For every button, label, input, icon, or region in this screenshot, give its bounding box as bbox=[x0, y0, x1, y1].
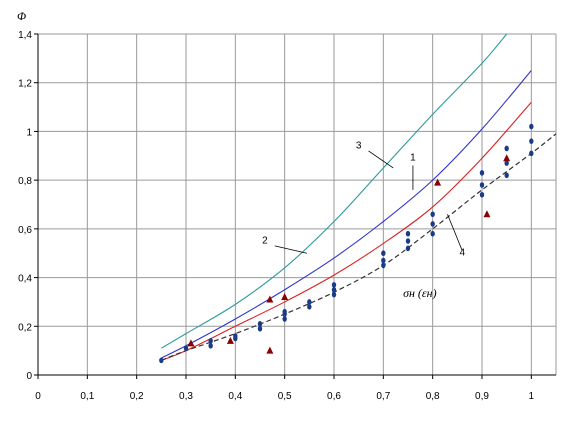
data-triangle bbox=[266, 295, 274, 303]
leader-line-2 bbox=[274, 245, 307, 254]
curve-label-4: 4 bbox=[459, 248, 465, 259]
data-point bbox=[430, 230, 435, 237]
data-point bbox=[208, 338, 213, 344]
data-point bbox=[307, 299, 312, 305]
x-tick-label: 0,7 bbox=[376, 391, 390, 402]
data-point bbox=[405, 230, 411, 237]
x-tick-label: 0,8 bbox=[426, 391, 440, 402]
data-point bbox=[381, 250, 386, 257]
y-axis-label: Φ bbox=[17, 9, 26, 23]
y-tick-label: 0,8 bbox=[18, 176, 32, 187]
curve-label-3: 3 bbox=[356, 140, 362, 151]
data-point bbox=[208, 342, 213, 349]
y-tick-label: 0,6 bbox=[18, 225, 32, 236]
data-triangle bbox=[434, 178, 442, 186]
x-tick-label: 0,6 bbox=[327, 391, 341, 402]
x-tick-label: 0,9 bbox=[475, 391, 489, 402]
data-point bbox=[307, 304, 312, 310]
leader-line-4 bbox=[447, 214, 463, 251]
data-triangle bbox=[281, 293, 289, 301]
series-line-red bbox=[161, 101, 532, 361]
data-point bbox=[183, 345, 189, 352]
y-tick-label: 0,2 bbox=[18, 322, 32, 333]
data-point bbox=[381, 262, 386, 269]
data-point bbox=[381, 257, 386, 264]
data-triangle bbox=[226, 336, 234, 344]
data-point bbox=[159, 357, 164, 364]
data-point bbox=[529, 123, 534, 130]
data-point bbox=[282, 308, 287, 315]
annotation-label: σн (εн) bbox=[403, 286, 437, 300]
x-tick-label: 0,2 bbox=[130, 391, 144, 402]
points-layer bbox=[159, 123, 534, 364]
data-triangle bbox=[483, 210, 491, 218]
series-line-2 bbox=[161, 33, 508, 349]
axes: 0 0,1 0,2 0,3 0,4 0,5 0,6 0,7 0,8 0,9 1 0 0,2 0,4 0,6 0… bbox=[17, 9, 556, 402]
data-point bbox=[504, 172, 509, 179]
data-point bbox=[331, 286, 337, 293]
data-point bbox=[504, 145, 509, 152]
data-point bbox=[529, 138, 534, 144]
data-point bbox=[479, 191, 485, 198]
y-tick-label: 1,4 bbox=[18, 30, 32, 41]
x-tick-label: 0,1 bbox=[80, 391, 94, 402]
x-tick-label: 0,4 bbox=[228, 391, 242, 402]
labels-layer: 1 2 3 4 σн (εн) bbox=[262, 140, 465, 300]
data-point bbox=[529, 150, 534, 157]
y-tick-label: 0 bbox=[26, 371, 32, 382]
x-tick-label: 0 bbox=[35, 391, 41, 402]
data-point bbox=[504, 160, 509, 166]
data-point bbox=[257, 321, 263, 327]
data-point bbox=[405, 238, 411, 244]
data-point bbox=[233, 335, 238, 342]
data-point bbox=[430, 221, 435, 227]
data-triangle bbox=[503, 154, 511, 162]
series-line-1 bbox=[161, 70, 532, 359]
grid bbox=[38, 33, 557, 375]
data-triangle bbox=[187, 339, 195, 347]
data-point bbox=[430, 211, 435, 218]
data-point bbox=[257, 325, 263, 332]
y-tick-label: 0,4 bbox=[18, 274, 32, 285]
data-point bbox=[331, 291, 337, 298]
data-point bbox=[331, 282, 337, 288]
x-tick-label: 0,5 bbox=[278, 391, 292, 402]
data-point bbox=[479, 170, 485, 176]
leader-line-3 bbox=[368, 150, 394, 169]
data-triangle bbox=[266, 346, 274, 354]
x-tick-label: 0,3 bbox=[179, 391, 193, 402]
x-tick-label: 1 bbox=[529, 391, 535, 402]
curve-label-1: 1 bbox=[410, 153, 416, 164]
data-point bbox=[405, 245, 411, 252]
y-tick-label: 1,2 bbox=[18, 79, 32, 90]
data-point bbox=[282, 316, 287, 322]
y-tick-label: 1 bbox=[26, 127, 32, 138]
curve-label-2: 2 bbox=[262, 235, 268, 246]
data-point bbox=[479, 182, 485, 188]
